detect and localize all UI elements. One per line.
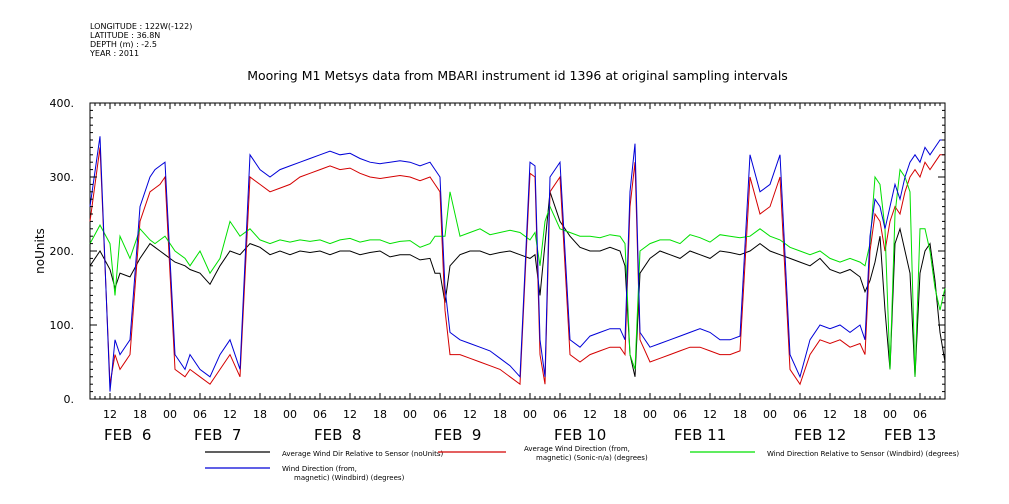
x-hour-label: 06: [433, 408, 447, 421]
legend-label: Average Wind Direction (from,: [524, 445, 630, 453]
year-text: YEAR : 2011: [90, 49, 140, 58]
x-day-label: FEB 9: [434, 426, 481, 444]
legend-label: magnetic) (Sonic-n/a) (degrees): [536, 454, 648, 462]
x-day-label: FEB 7: [194, 426, 241, 444]
series-line-1: [89, 191, 946, 377]
x-hour-label: 18: [733, 408, 747, 421]
x-hour-label: 00: [643, 408, 657, 421]
x-hour-label: 12: [223, 408, 237, 421]
x-hour-label: 00: [763, 408, 777, 421]
x-axis: 12 18 00 06 12 18 00 06 12 18 00 06 12 18 00 06 12 18 00 06…: [89, 103, 946, 444]
x-day-label: FEB 6: [104, 426, 151, 444]
x-hour-label: 18: [373, 408, 387, 421]
x-hour-label: 18: [133, 408, 147, 421]
series-line-4: [89, 136, 945, 392]
metadata-block: LONGITUDE : 122W(-122) LATITUDE : 36.8N …: [90, 22, 192, 58]
plot-frame: [89, 102, 946, 400]
x-hour-label: 12: [703, 408, 717, 421]
x-day-label: FEB 8: [314, 426, 361, 444]
x-hour-label: 00: [523, 408, 537, 421]
x-hour-label: 18: [853, 408, 867, 421]
x-hour-label: 06: [673, 408, 687, 421]
chart-title: Mooring M1 Metsys data from MBARI instru…: [247, 68, 788, 83]
legend-label: Average Wind Dir Relative to Sensor (noU…: [282, 450, 443, 458]
x-hour-label: 06: [913, 408, 927, 421]
x-hour-label: 18: [493, 408, 507, 421]
y-tick-label: 300.: [50, 171, 75, 184]
x-hour-label: 00: [883, 408, 897, 421]
x-hour-label: 00: [403, 408, 417, 421]
x-hour-label: 18: [613, 408, 627, 421]
legend: Average Wind Dir Relative to Sensor (noU…: [205, 445, 959, 482]
longitude-text: LONGITUDE : 122W(-122): [90, 22, 193, 31]
x-hour-label: 12: [463, 408, 477, 421]
latitude-text: LATITUDE : 36.8N: [90, 31, 161, 40]
y-tick-label: 0.: [64, 393, 75, 406]
legend-label: Wind Direction (from,: [282, 465, 357, 473]
series-line-2: [89, 147, 945, 386]
x-hour-label: 00: [283, 408, 297, 421]
x-hour-label: 12: [583, 408, 597, 421]
depth-text: DEPTH (m) : -2.5: [90, 40, 157, 49]
legend-label: Wind Direction Relative to Sensor (Windb…: [767, 450, 959, 458]
x-hour-label: 12: [823, 408, 837, 421]
x-day-label: FEB 10: [554, 426, 606, 444]
x-day-label: FEB 13: [884, 426, 936, 444]
series-line-3: [89, 168, 946, 377]
x-day-label: FEB 11: [674, 426, 726, 444]
x-hour-label: 06: [793, 408, 807, 421]
y-tick-label: 200.: [50, 245, 75, 258]
x-hour-label: 12: [103, 408, 117, 421]
x-hour-label: 00: [163, 408, 177, 421]
series-layer: [89, 136, 946, 392]
y-tick-label: 100.: [50, 319, 75, 332]
y-axis: 0. 100. 200. 300. 400.: [50, 97, 945, 406]
y-axis-label: noUnits: [33, 228, 47, 274]
x-day-label: FEB 12: [794, 426, 846, 444]
y-tick-label: 400.: [50, 97, 75, 110]
legend-label: magnetic) (Windbird) (degrees): [294, 474, 405, 482]
x-hour-label: 06: [193, 408, 207, 421]
x-hour-label: 06: [553, 408, 567, 421]
x-hour-label: 12: [343, 408, 357, 421]
x-hour-label: 18: [253, 408, 267, 421]
x-hour-label: 06: [313, 408, 327, 421]
